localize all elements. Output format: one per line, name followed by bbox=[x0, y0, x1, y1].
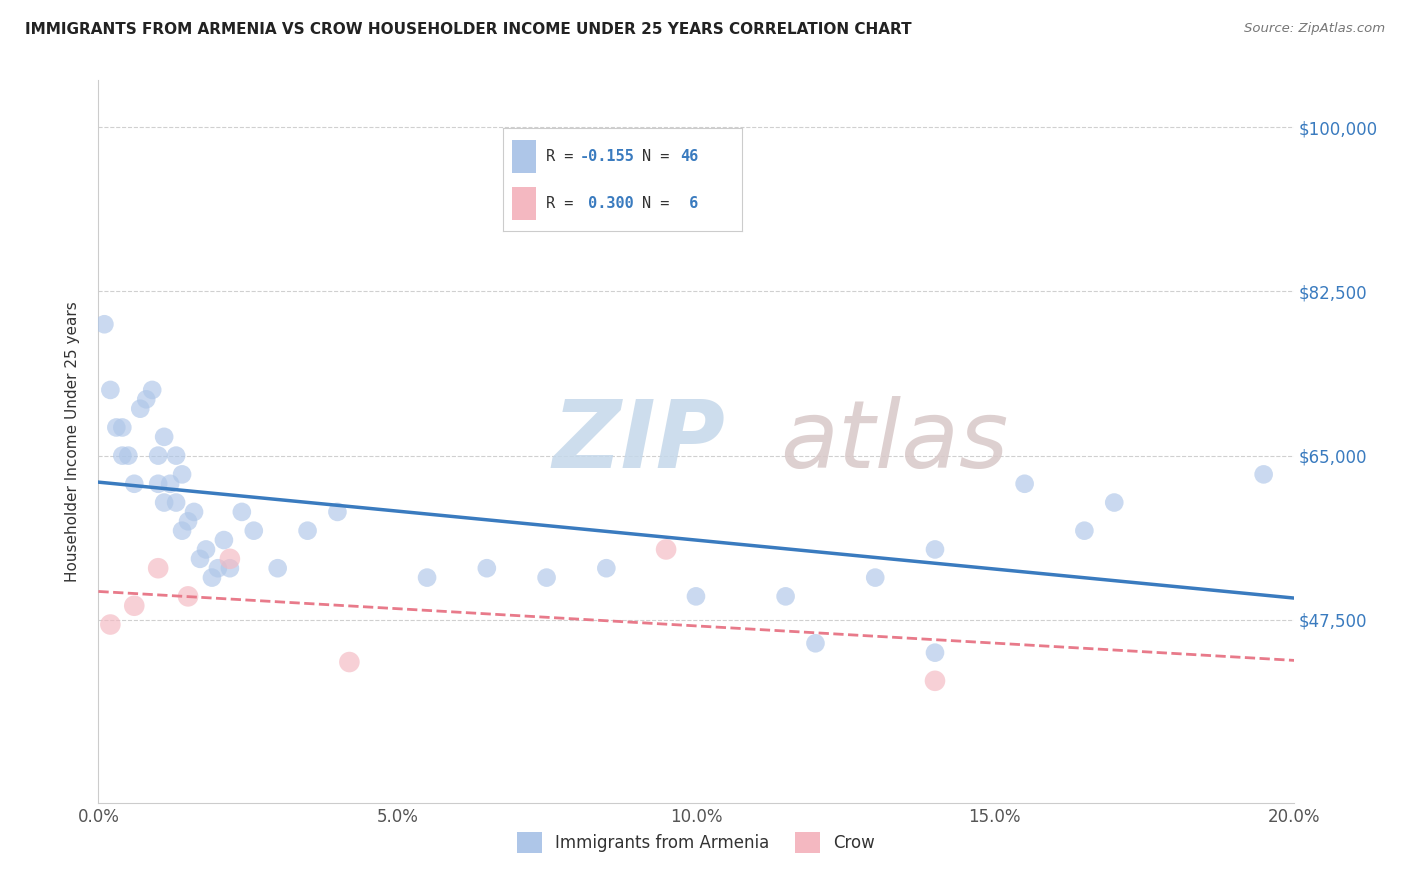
FancyBboxPatch shape bbox=[512, 187, 536, 220]
Point bbox=[297, 524, 319, 538]
Point bbox=[153, 430, 176, 444]
Point bbox=[177, 514, 200, 528]
Point bbox=[129, 401, 152, 416]
Text: ZIP: ZIP bbox=[553, 395, 725, 488]
Point bbox=[183, 505, 205, 519]
Text: -0.155: -0.155 bbox=[579, 149, 634, 164]
Point bbox=[148, 449, 170, 463]
Point bbox=[207, 561, 229, 575]
Point bbox=[124, 599, 146, 613]
Point bbox=[172, 467, 194, 482]
Point bbox=[219, 561, 242, 575]
Y-axis label: Householder Income Under 25 years: Householder Income Under 25 years bbox=[65, 301, 80, 582]
Point bbox=[1014, 476, 1036, 491]
Point bbox=[1073, 524, 1095, 538]
Point bbox=[339, 655, 361, 669]
Point bbox=[141, 383, 163, 397]
Text: N =: N = bbox=[641, 149, 678, 164]
Point bbox=[267, 561, 290, 575]
Text: N =: N = bbox=[641, 196, 678, 211]
Point bbox=[111, 420, 134, 434]
Text: 46: 46 bbox=[681, 149, 699, 164]
Point bbox=[148, 561, 170, 575]
Point bbox=[153, 495, 176, 509]
Point bbox=[212, 533, 235, 547]
Legend: Immigrants from Armenia, Crow: Immigrants from Armenia, Crow bbox=[510, 826, 882, 860]
Text: IMMIGRANTS FROM ARMENIA VS CROW HOUSEHOLDER INCOME UNDER 25 YEARS CORRELATION CH: IMMIGRANTS FROM ARMENIA VS CROW HOUSEHOL… bbox=[25, 22, 912, 37]
Point bbox=[924, 673, 946, 688]
Text: 0.300: 0.300 bbox=[579, 196, 634, 211]
Point bbox=[685, 590, 707, 604]
Text: R =: R = bbox=[546, 196, 582, 211]
Point bbox=[172, 524, 194, 538]
Text: R =: R = bbox=[546, 149, 582, 164]
Point bbox=[201, 571, 224, 585]
Point bbox=[326, 505, 349, 519]
Text: Source: ZipAtlas.com: Source: ZipAtlas.com bbox=[1244, 22, 1385, 36]
Point bbox=[124, 476, 146, 491]
Point bbox=[165, 495, 187, 509]
Point bbox=[655, 542, 678, 557]
Point bbox=[195, 542, 218, 557]
Point bbox=[536, 571, 558, 585]
Point bbox=[117, 449, 139, 463]
Text: 6: 6 bbox=[681, 196, 699, 211]
Point bbox=[159, 476, 181, 491]
Point bbox=[219, 551, 242, 566]
Point bbox=[924, 542, 946, 557]
Point bbox=[148, 476, 170, 491]
Point bbox=[177, 590, 200, 604]
Point bbox=[924, 646, 946, 660]
Point bbox=[243, 524, 266, 538]
Point bbox=[865, 571, 887, 585]
Point bbox=[1104, 495, 1126, 509]
Point bbox=[231, 505, 253, 519]
Point bbox=[105, 420, 128, 434]
Text: atlas: atlas bbox=[779, 396, 1008, 487]
Point bbox=[416, 571, 439, 585]
FancyBboxPatch shape bbox=[512, 140, 536, 173]
Point bbox=[804, 636, 827, 650]
Point bbox=[165, 449, 187, 463]
Point bbox=[98, 617, 122, 632]
Point bbox=[775, 590, 797, 604]
Point bbox=[188, 551, 211, 566]
Point bbox=[1253, 467, 1275, 482]
Point bbox=[135, 392, 157, 407]
Point bbox=[93, 318, 115, 332]
Point bbox=[595, 561, 617, 575]
Point bbox=[98, 383, 122, 397]
Point bbox=[475, 561, 498, 575]
Point bbox=[111, 449, 134, 463]
